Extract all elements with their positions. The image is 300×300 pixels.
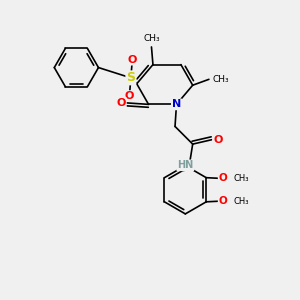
Text: S: S: [126, 71, 135, 84]
Text: HN: HN: [177, 160, 194, 170]
Text: O: O: [116, 98, 126, 108]
Text: O: O: [219, 196, 227, 206]
Text: N: N: [172, 99, 181, 110]
Text: CH₃: CH₃: [212, 75, 229, 84]
Text: O: O: [219, 173, 227, 183]
Text: O: O: [125, 91, 134, 101]
Text: CH₃: CH₃: [234, 197, 249, 206]
Text: CH₃: CH₃: [143, 34, 160, 43]
Text: O: O: [128, 55, 137, 64]
Text: CH₃: CH₃: [234, 174, 249, 183]
Text: O: O: [213, 135, 222, 145]
